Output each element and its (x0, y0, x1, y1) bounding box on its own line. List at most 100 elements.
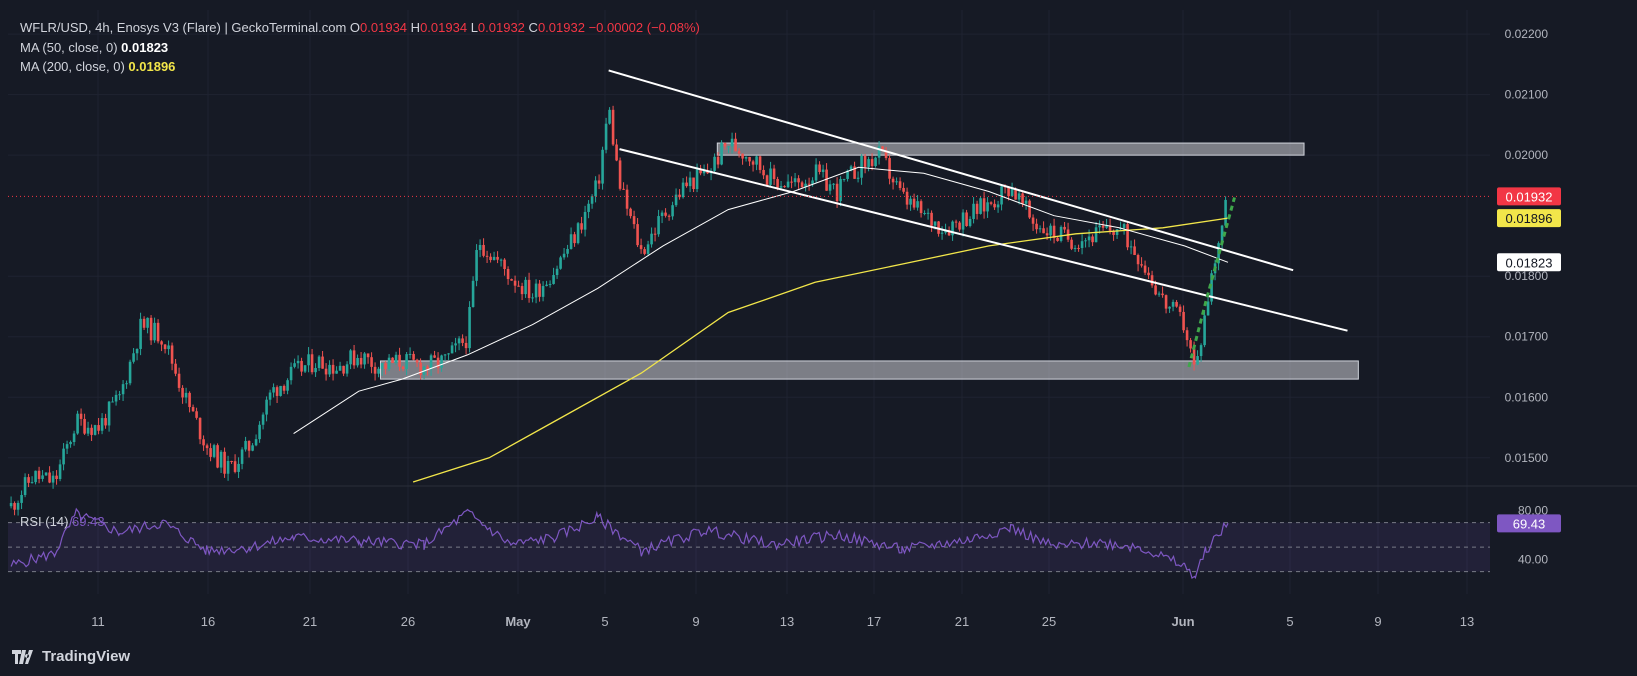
candle-up (387, 357, 391, 369)
candle-up (744, 157, 748, 159)
candle-up (363, 353, 366, 365)
candle-down (324, 368, 328, 375)
candle-up (135, 348, 139, 354)
candle-up (874, 157, 877, 166)
candle-down (160, 341, 163, 345)
rsi-legend-value: 69.43 (72, 514, 105, 529)
candle-down (947, 230, 951, 236)
candle-up (1122, 224, 1126, 228)
price-tick-label: 0.01600 (1505, 390, 1549, 404)
candle-down (664, 212, 667, 216)
candle-down (331, 364, 335, 374)
candle-up (335, 370, 338, 374)
candle-up (1206, 301, 1210, 316)
support-resistance-zones (379, 142, 1359, 380)
candle-up (475, 250, 478, 281)
trendlines (8, 69, 1490, 368)
candle-up (114, 394, 118, 402)
candle-down (1136, 254, 1140, 265)
candle-down (919, 201, 923, 214)
candle-up (93, 425, 97, 435)
candle-down (188, 392, 191, 408)
time-axis[interactable]: 11 16 21 26 May 5 9 13 17 21 25 Jun 5 9 13 (91, 614, 1474, 629)
candle-down (982, 198, 986, 212)
time-tick-label: 13 (1460, 614, 1474, 629)
candle-up (16, 502, 20, 510)
candle-up (307, 354, 310, 366)
ma50-legend[interactable]: MA (50, close, 0) 0.01823 (20, 40, 168, 55)
candle-down (370, 357, 373, 367)
candle-down (762, 169, 765, 176)
candle-up (1000, 186, 1003, 205)
candle-down (965, 212, 968, 226)
ma200-value: 0.01896 (128, 59, 176, 74)
tradingview-brand[interactable]: TradingView (12, 648, 130, 665)
candle-up (860, 155, 863, 178)
candle-up (51, 475, 55, 483)
candle-down (321, 356, 324, 369)
candle-up (587, 203, 590, 212)
ma200-line (412, 217, 1229, 483)
candle-down (55, 475, 58, 479)
candle-up (1129, 246, 1133, 248)
candle-up (674, 194, 678, 206)
candle-down (632, 216, 636, 225)
candle-down (629, 208, 632, 217)
ma50-line (293, 166, 1229, 435)
candle-down (513, 280, 517, 286)
candle-down (1021, 193, 1024, 204)
candle-up (65, 444, 69, 449)
ma200-legend[interactable]: MA (200, close, 0) 0.01896 (20, 59, 175, 74)
candle-down (156, 322, 160, 342)
candle-up (440, 355, 443, 368)
candle-down (342, 365, 345, 374)
candle-down (737, 151, 741, 154)
price-axis[interactable]: 0.01500 0.01600 0.01700 0.01800 0.02000 0.021… (1505, 27, 1549, 566)
candle-down (104, 418, 107, 426)
candle-down (90, 427, 93, 435)
candle-down (748, 157, 751, 162)
candle-up (608, 109, 611, 124)
candle-up (317, 356, 321, 369)
candle-down (202, 439, 205, 446)
candle-up (562, 253, 566, 258)
candle-up (657, 216, 660, 235)
candle-down (692, 177, 695, 190)
candle-down (685, 182, 688, 187)
last-price-tag-bg (1497, 187, 1561, 206)
candle-down (181, 387, 184, 398)
time-tick-label: 16 (201, 614, 215, 629)
candle-down (636, 224, 639, 246)
candle-down (436, 357, 440, 368)
candle-up (1168, 306, 1171, 309)
candle-up (940, 232, 944, 234)
candle-up (951, 221, 954, 236)
candle-up (72, 433, 76, 443)
candle-down (496, 256, 499, 260)
candle-down (888, 158, 891, 179)
price-tick-label: 0.02200 (1505, 27, 1549, 41)
candle-up (1199, 345, 1203, 357)
rsi-legend[interactable]: RSI (14) 69.43 (20, 514, 105, 529)
candle-up (153, 322, 156, 341)
candle-up (1087, 236, 1091, 241)
candle-down (1126, 224, 1129, 248)
price-tick-label: 0.01800 (1505, 269, 1549, 283)
candle-down (716, 156, 720, 165)
close-value: 0.01932 (537, 20, 585, 35)
candle-up (1073, 247, 1077, 249)
candle-down (1140, 264, 1143, 266)
candle-up (450, 345, 454, 354)
candle-up (258, 424, 261, 440)
candle-down (905, 191, 909, 205)
candle-down (97, 425, 100, 431)
candle-up (303, 365, 307, 372)
candle-up (1171, 301, 1175, 307)
candle-up (443, 354, 447, 356)
price-tick-label: 0.02000 (1505, 148, 1549, 162)
candle-down (853, 166, 856, 179)
candle-down (506, 269, 510, 280)
candle-down (958, 222, 961, 230)
candle-down (174, 363, 177, 374)
